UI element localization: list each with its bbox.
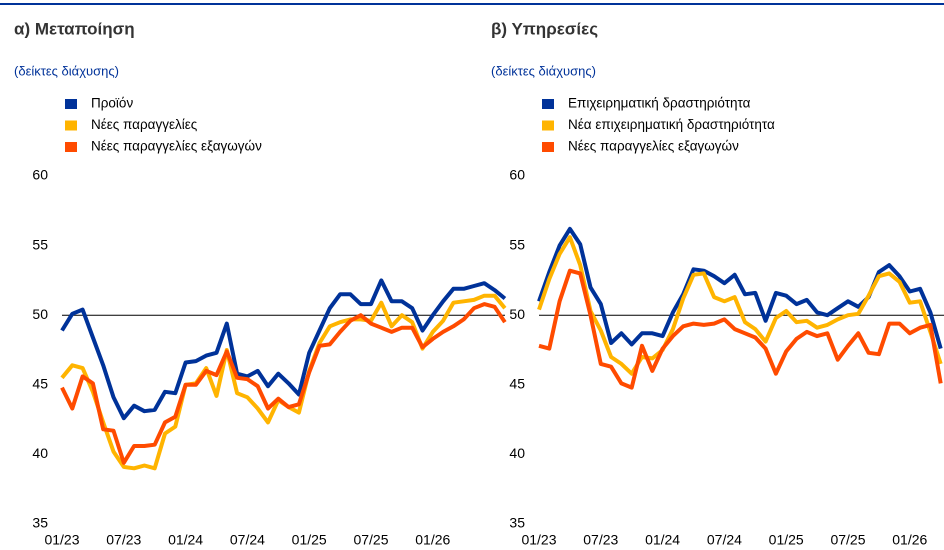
chart-title: α) Μεταποίηση bbox=[14, 19, 135, 38]
series-line bbox=[537, 235, 943, 376]
legend-label: Επιχειρηματική δραστηριότητα bbox=[568, 96, 751, 111]
y-tick-label: 40 bbox=[32, 445, 48, 461]
x-tick-label: 01/24 bbox=[168, 532, 203, 548]
x-tick-label: 07/24 bbox=[707, 532, 742, 548]
x-tick-label: 07/25 bbox=[353, 532, 388, 548]
x-tick-label: 07/25 bbox=[830, 532, 865, 548]
x-tick-label: 01/26 bbox=[415, 532, 450, 548]
legend-swatch bbox=[542, 142, 554, 152]
x-tick-label: 07/23 bbox=[583, 532, 618, 548]
legend-label: Προϊόν bbox=[91, 96, 133, 111]
series-line bbox=[538, 268, 943, 390]
x-tick-label: 01/24 bbox=[645, 532, 680, 548]
y-tick-label: 35 bbox=[509, 515, 525, 531]
y-tick-label: 60 bbox=[509, 167, 525, 183]
x-tick-label: 01/25 bbox=[292, 532, 327, 548]
x-tick-label: 07/24 bbox=[230, 532, 265, 548]
x-tick-label: 01/25 bbox=[769, 532, 804, 548]
y-tick-label: 55 bbox=[32, 236, 48, 252]
chart-title: β) Υπηρεσίες bbox=[491, 19, 598, 38]
top-rule bbox=[0, 3, 944, 5]
y-tick-label: 45 bbox=[32, 376, 48, 392]
y-tick-label: 45 bbox=[509, 376, 525, 392]
series-line bbox=[60, 302, 507, 465]
series-line bbox=[60, 278, 507, 421]
x-tick-label: 01/26 bbox=[892, 532, 927, 548]
legend-label: Νέες παραγγελίες εξαγωγών bbox=[568, 139, 739, 154]
legend-label: Νέες παραγγελίες bbox=[91, 117, 198, 132]
legend-swatch bbox=[542, 120, 554, 131]
x-tick-label: 01/23 bbox=[521, 532, 556, 548]
y-tick-label: 60 bbox=[32, 167, 48, 183]
x-tick-label: 07/23 bbox=[106, 532, 141, 548]
x-tick-label: 01/23 bbox=[44, 532, 79, 548]
y-tick-label: 55 bbox=[509, 236, 525, 252]
chart-subtitle: (δείκτες διάχυσης) bbox=[491, 63, 596, 78]
chart-subtitle: (δείκτες διάχυσης) bbox=[14, 63, 119, 78]
legend-swatch bbox=[542, 99, 554, 109]
y-tick-label: 35 bbox=[32, 515, 48, 531]
y-tick-label: 50 bbox=[32, 306, 48, 322]
y-tick-label: 50 bbox=[509, 306, 525, 322]
legend-swatch bbox=[65, 142, 77, 152]
legend-swatch bbox=[65, 99, 77, 109]
legend-label: Νέες παραγγελίες εξαγωγών bbox=[91, 139, 262, 154]
y-tick-label: 40 bbox=[509, 445, 525, 461]
legend-label: Νέα επιχειρηματική δραστηριότητα bbox=[568, 117, 775, 132]
legend-swatch bbox=[65, 120, 77, 131]
series-line bbox=[60, 293, 507, 471]
